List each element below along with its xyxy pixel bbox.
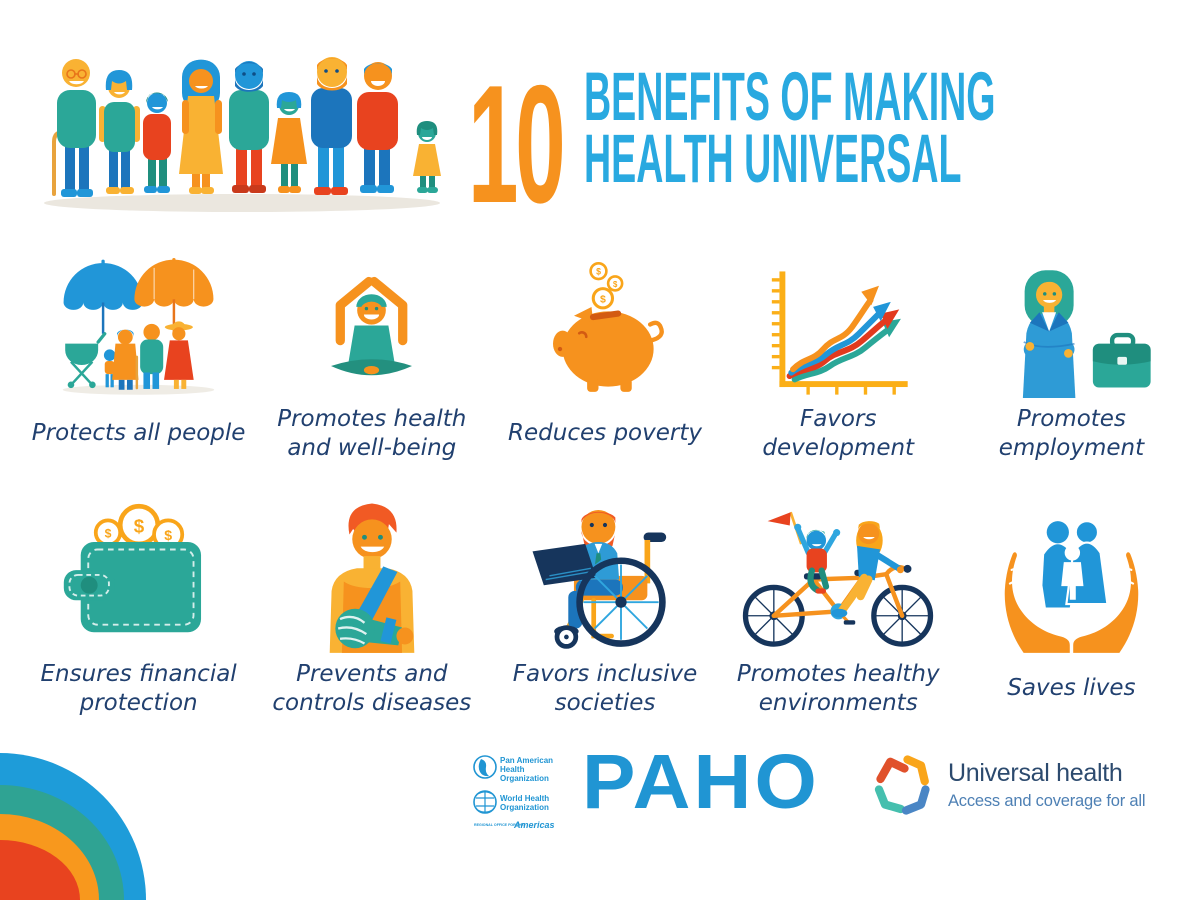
person-man-teal-sweater — [229, 61, 269, 193]
page-title: BENEFITS OF MAKING HEALTH UNIVERSAL — [584, 58, 996, 198]
wheelchair-person-icon — [532, 509, 667, 649]
benefits-row-2: $ $ $ Ensures financial protection — [22, 483, 1188, 720]
pinwheel-icon — [874, 755, 930, 815]
svg-text:Americas: Americas — [513, 820, 555, 830]
person-woman-teal-top — [99, 70, 140, 194]
benefit-inclusive-societies: Favors inclusive societies — [488, 483, 721, 720]
businesswoman-briefcase-icon — [1023, 270, 1152, 398]
person-little-girl — [413, 121, 441, 193]
wallet-coins-icon: $ $ $ — [63, 503, 201, 633]
title-line-2: HEALTH UNIVERSAL — [584, 120, 962, 198]
svg-text:$: $ — [133, 516, 144, 537]
hands-holding-family-icon — [1004, 520, 1139, 653]
benefit-protects-all-people: Protects all people — [22, 250, 255, 465]
paho-wordmark: PAHO — [582, 739, 820, 825]
benefit-label: Favors inclusive societies — [512, 660, 698, 716]
yoga-person-icon — [331, 276, 413, 376]
person-man-red-sweater — [357, 62, 398, 193]
benefit-reduces-poverty: $ $ $ Reduces poverty — [488, 250, 721, 465]
person-elderly-man — [52, 59, 96, 197]
svg-text:World Health: World Health — [500, 794, 549, 803]
benefit-financial-protection: $ $ $ Ensures financial protection — [22, 483, 255, 720]
benefit-label: Protects all people — [31, 420, 246, 447]
svg-text:$: $ — [596, 267, 601, 277]
benefit-label: Promotes healthy environments — [736, 660, 940, 716]
svg-text:Pan American: Pan American — [500, 756, 553, 765]
benefit-label: Saves lives — [1007, 675, 1136, 702]
header-number: 10 — [468, 50, 566, 238]
universal-health-title: Universal health — [948, 759, 1123, 787]
paho-logo: Pan American Health Organization World H… — [472, 754, 580, 841]
person-boy-red-shirt — [143, 92, 171, 193]
benefit-label: Ensures financial protection — [40, 660, 237, 716]
benefit-favors-development: Favors development — [722, 250, 955, 465]
universal-health-subtitle: Access and coverage for all — [948, 792, 1146, 810]
growth-chart-icon — [771, 271, 908, 395]
benefit-saves-lives: Saves lives — [955, 483, 1188, 720]
arm-sling-person-icon — [329, 503, 415, 653]
svg-text:Organization: Organization — [500, 803, 549, 812]
person-girl-orange-dress — [271, 92, 307, 193]
svg-text:$: $ — [104, 526, 111, 540]
svg-text:$: $ — [612, 280, 617, 289]
svg-text:Health: Health — [500, 765, 525, 774]
family-under-umbrellas-icon — [62, 258, 215, 395]
people-group-illustration — [44, 57, 441, 212]
tandem-bicycle-icon — [743, 511, 934, 647]
benefit-label: Favors development — [762, 405, 915, 461]
universal-health-text: Universal health Access and coverage for… — [948, 759, 1145, 811]
person-man-orange-beard — [311, 57, 352, 195]
svg-text:REGIONAL OFFICE FOR THE: REGIONAL OFFICE FOR THE — [474, 823, 524, 827]
piggy-bank-icon: $ $ $ — [552, 261, 664, 392]
benefit-label: Prevents and controls diseases — [272, 660, 472, 716]
rainbow-corner-decoration — [0, 753, 146, 900]
benefits-row-1: Protects all people Promotes health and w… — [22, 250, 1188, 465]
benefit-label: Promotes health and well-being — [277, 405, 467, 461]
person-woman-orange-dress — [179, 59, 223, 194]
benefit-promotes-health: Promotes health and well-being — [255, 250, 488, 465]
benefit-label: Promotes employment — [998, 405, 1145, 461]
title-line-1: BENEFITS OF MAKING — [584, 58, 996, 135]
universal-health-logo: Universal health Access and coverage for… — [870, 752, 1145, 818]
svg-text:Organization: Organization — [500, 774, 549, 783]
benefit-label: Reduces poverty — [508, 420, 702, 447]
svg-text:$: $ — [599, 294, 605, 306]
benefit-healthy-environments: Promotes healthy environments — [722, 483, 955, 720]
paho-who-emblem-icon: Pan American Health Organization World H… — [473, 755, 555, 830]
benefit-prevents-diseases: Prevents and controls diseases — [255, 483, 488, 720]
svg-text:$: $ — [164, 527, 172, 543]
benefit-promotes-employment: Promotes employment — [955, 250, 1188, 465]
